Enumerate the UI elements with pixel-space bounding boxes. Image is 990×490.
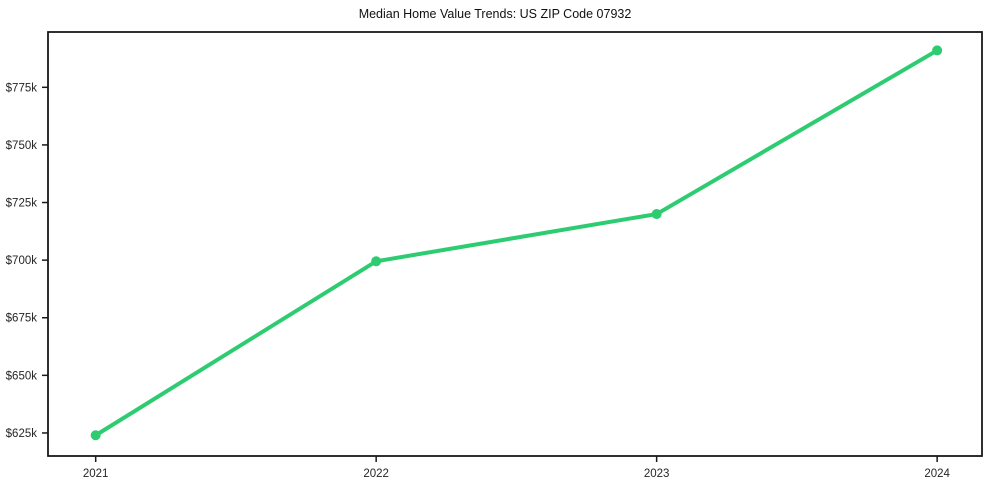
- y-tick-label: $775k: [6, 82, 38, 94]
- plot-frame: [47, 31, 983, 457]
- x-tick-label: 2021: [83, 468, 109, 480]
- data-point-2022: [371, 256, 382, 267]
- data-point-2024: [932, 45, 943, 56]
- y-tick-label: $675k: [6, 313, 38, 325]
- y-tick-label: $625k: [6, 428, 38, 440]
- data-point-2023: [651, 209, 662, 220]
- y-tick-label: $750k: [6, 140, 38, 152]
- x-tick-label: 2022: [363, 468, 389, 480]
- trend-line: [93, 48, 940, 438]
- x-tick-label: 2024: [924, 468, 950, 480]
- x-tick-label: 2023: [644, 468, 670, 480]
- chart-title: Median Home Value Trends: US ZIP Code 07…: [358, 7, 632, 21]
- y-tick-label: $700k: [6, 255, 38, 267]
- y-tick-label: $650k: [6, 370, 38, 382]
- data-point-2021: [90, 430, 101, 441]
- y-tick-label: $725k: [6, 198, 38, 210]
